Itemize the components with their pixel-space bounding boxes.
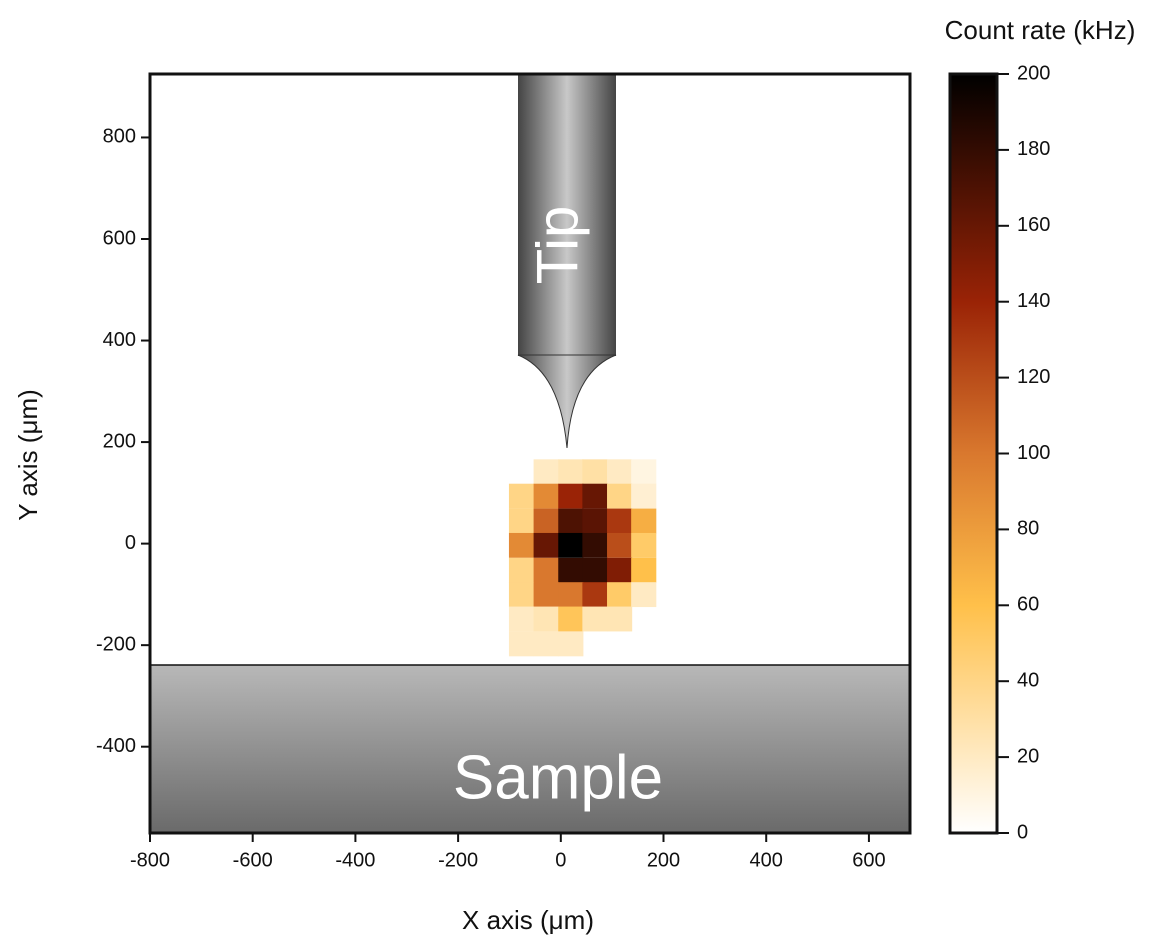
heat-cell	[534, 582, 559, 607]
x-tick-label: 0	[555, 849, 566, 871]
x-tick-label: -600	[233, 849, 273, 871]
heat-cell	[558, 582, 583, 607]
heat-cell	[509, 607, 534, 632]
colorbar-tick-label: 140	[1017, 290, 1050, 312]
heat-cell	[607, 509, 632, 534]
heat-cell	[607, 582, 632, 607]
heat-cell	[582, 558, 607, 583]
heat-cell	[509, 582, 534, 607]
heat-cell	[631, 533, 656, 558]
heat-cell	[534, 459, 559, 484]
colorbar-tick-label: 40	[1017, 669, 1039, 691]
heat-cell	[582, 509, 607, 534]
heat-cell	[607, 484, 632, 509]
heat-cell	[534, 484, 559, 509]
x-tick-label: -800	[130, 849, 170, 871]
heat-cell	[558, 533, 583, 558]
heat-cell	[631, 509, 656, 534]
colorbar-tick-label: 0	[1017, 821, 1028, 843]
colorbar-tick-label: 180	[1017, 138, 1050, 160]
x-tick-label: -400	[335, 849, 375, 871]
heat-cell	[582, 533, 607, 558]
y-tick-label: 400	[103, 329, 136, 351]
heat-cell	[534, 631, 559, 656]
colorbar-tick-label: 100	[1017, 442, 1050, 464]
y-tick-label: -400	[96, 735, 136, 757]
heat-cell	[558, 558, 583, 583]
colorbar-tick-label: 80	[1017, 518, 1039, 540]
y-tick-label: 600	[103, 227, 136, 249]
heat-cell	[607, 533, 632, 558]
heat-cell	[509, 533, 534, 558]
colorbar-title: Count rate (kHz)	[945, 15, 1136, 45]
colorbar-tick-label: 160	[1017, 214, 1050, 236]
colorbar-tick-label: 120	[1017, 366, 1050, 388]
heat-cell	[582, 459, 607, 484]
sample-label: Sample	[453, 743, 663, 812]
tip-apex	[518, 355, 616, 448]
heat-cell	[509, 509, 534, 534]
heat-cell	[607, 607, 632, 632]
tip-label: Tip	[525, 206, 590, 284]
heat-cell	[534, 558, 559, 583]
y-tick-label: 0	[125, 532, 136, 554]
heat-cell	[582, 582, 607, 607]
x-tick-label: 200	[647, 849, 680, 871]
heat-cell	[631, 582, 656, 607]
heat-cell	[534, 607, 559, 632]
heat-cell	[558, 509, 583, 534]
heat-cell	[509, 558, 534, 583]
heat-cell	[509, 484, 534, 509]
heat-cell	[607, 558, 632, 583]
heat-cell	[558, 484, 583, 509]
y-tick-label: 800	[103, 126, 136, 148]
heat-cell	[534, 509, 559, 534]
heat-cell	[631, 558, 656, 583]
heat-cell	[607, 459, 632, 484]
heat-cell	[558, 631, 583, 656]
heat-cell	[631, 484, 656, 509]
heat-cell	[631, 459, 656, 484]
x-tick-label: 400	[750, 849, 783, 871]
heatmap	[509, 459, 656, 656]
colorbar-tick-label: 200	[1017, 62, 1050, 84]
colorbar-tick-label: 60	[1017, 594, 1039, 616]
heat-cell	[582, 607, 607, 632]
y-tick-label: 200	[103, 430, 136, 452]
colorbar	[950, 74, 997, 833]
heat-cell	[558, 607, 583, 632]
heat-cell	[509, 631, 534, 656]
colorbar-tick-label: 20	[1017, 745, 1039, 767]
y-axis-title: Y axis (μm)	[13, 389, 43, 521]
x-axis-title: X axis (μm)	[462, 905, 594, 935]
heat-cell	[582, 484, 607, 509]
x-tick-label: 600	[852, 849, 885, 871]
x-tick-label: -200	[438, 849, 478, 871]
heat-cell	[558, 459, 583, 484]
heat-cell	[534, 533, 559, 558]
y-tick-label: -200	[96, 633, 136, 655]
